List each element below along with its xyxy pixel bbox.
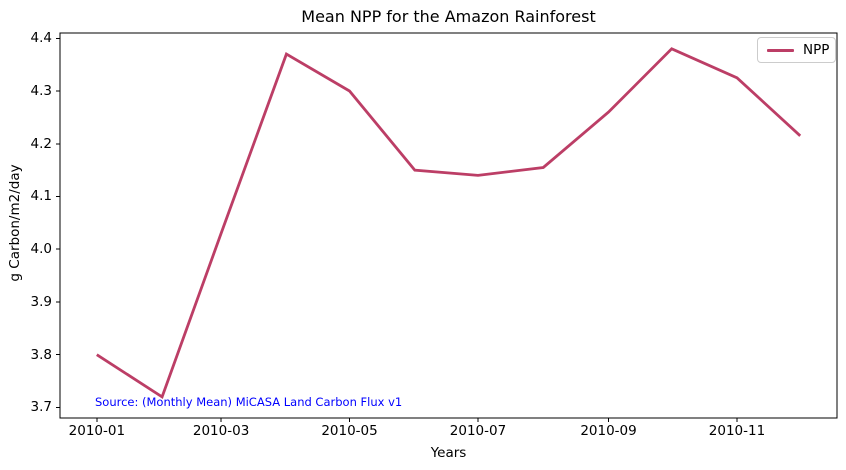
y-tick-label: 4.3 bbox=[30, 83, 52, 99]
source-annotation: Source: (Monthly Mean) MiCASA Land Carbo… bbox=[95, 395, 403, 409]
x-tick-label: 2010-09 bbox=[580, 423, 637, 439]
x-axis-label: Years bbox=[430, 445, 467, 461]
legend-line-sample-icon bbox=[767, 48, 794, 52]
chart-title: Mean NPP for the Amazon Rainforest bbox=[301, 7, 596, 26]
y-tick-label: 4.4 bbox=[30, 30, 52, 47]
y-tick-label: 3.9 bbox=[30, 293, 52, 310]
npp-line bbox=[96, 47, 802, 400]
y-tick-label: 4.2 bbox=[30, 135, 52, 152]
y-tick-label: 3.7 bbox=[30, 399, 52, 416]
axes-spines bbox=[59, 32, 838, 419]
x-tick-label: 2010-11 bbox=[708, 423, 766, 439]
x-tick-label: 2010-07 bbox=[449, 423, 507, 439]
y-tick-label: 4.0 bbox=[30, 241, 52, 258]
x-tick-label: 2010-01 bbox=[68, 423, 126, 439]
x-tick-label: 2010-05 bbox=[321, 423, 378, 439]
x-tick-label: 2010-03 bbox=[192, 423, 250, 439]
y-tick-label: 4.1 bbox=[30, 188, 52, 205]
legend-label: NPP bbox=[803, 42, 830, 58]
legend: NPP bbox=[757, 37, 836, 63]
y-axis-label: g Carbon/m2/day bbox=[7, 164, 23, 282]
y-tick-label: 3.8 bbox=[30, 346, 52, 363]
